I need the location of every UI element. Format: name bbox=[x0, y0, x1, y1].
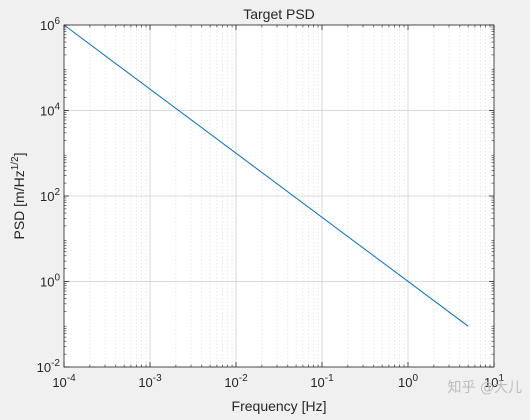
y-axis-label-close: ] bbox=[11, 152, 27, 156]
y-tick-label-base: 10 bbox=[40, 18, 54, 33]
y-tick-label-base: 10 bbox=[40, 189, 54, 204]
y-axis-label-superscript: 1/2 bbox=[10, 156, 21, 170]
x-tick-label: 10-1 bbox=[310, 373, 334, 390]
y-tick-label: 10-2 bbox=[37, 358, 61, 375]
axis-ticks bbox=[63, 24, 495, 368]
x-tick-label: 10-2 bbox=[224, 373, 248, 390]
x-tick-labels: 10-4 10-3 10-2 10-1 100 101 bbox=[52, 373, 504, 390]
psd-line bbox=[63, 24, 469, 327]
x-tick-label-base: 10 bbox=[52, 375, 66, 390]
y-tick-label-exponent: 0 bbox=[54, 273, 60, 284]
x-tick-label-base: 10 bbox=[484, 375, 498, 390]
y-tick-label: 104 bbox=[40, 102, 60, 119]
x-tick-label-exponent: -4 bbox=[67, 373, 76, 384]
x-tick-label: 10-3 bbox=[138, 373, 162, 390]
y-tick-label-exponent: -2 bbox=[51, 358, 60, 369]
y-tick-label-base: 10 bbox=[40, 104, 54, 119]
y-axis-label-main: PSD [m/Hz bbox=[11, 170, 27, 239]
x-tick-label: 101 bbox=[484, 373, 504, 390]
x-tick-label-exponent: 0 bbox=[412, 373, 418, 384]
y-tick-label: 102 bbox=[40, 187, 60, 204]
x-tick-label-base: 10 bbox=[398, 375, 412, 390]
chart-title: Target PSD bbox=[243, 6, 315, 22]
y-tick-label-exponent: 2 bbox=[54, 187, 60, 198]
x-tick-label-exponent: -1 bbox=[325, 373, 334, 384]
y-axis-label: PSD [m/Hz1/2] bbox=[10, 152, 27, 239]
x-tick-label-base: 10 bbox=[224, 375, 238, 390]
x-tick-label-exponent: 1 bbox=[498, 373, 504, 384]
x-tick-label-exponent: -3 bbox=[153, 373, 162, 384]
minor-gridlines bbox=[89, 25, 491, 367]
x-tick-label: 10-4 bbox=[52, 373, 76, 390]
watermark-text: 知乎 @大儿 bbox=[448, 379, 522, 396]
y-tick-label-base: 10 bbox=[37, 360, 51, 375]
x-tick-label-base: 10 bbox=[310, 375, 324, 390]
y-tick-label: 100 bbox=[40, 273, 60, 290]
y-tick-label-exponent: 6 bbox=[54, 16, 60, 27]
y-tick-label: 106 bbox=[40, 16, 60, 33]
x-axis-label: Frequency [Hz] bbox=[232, 398, 327, 414]
data-series bbox=[63, 24, 469, 327]
x-tick-label-base: 10 bbox=[138, 375, 152, 390]
x-tick-label-exponent: -2 bbox=[239, 373, 248, 384]
x-tick-label: 100 bbox=[398, 373, 418, 390]
y-tick-label-exponent: 4 bbox=[54, 102, 60, 113]
y-tick-label-base: 10 bbox=[40, 275, 54, 290]
